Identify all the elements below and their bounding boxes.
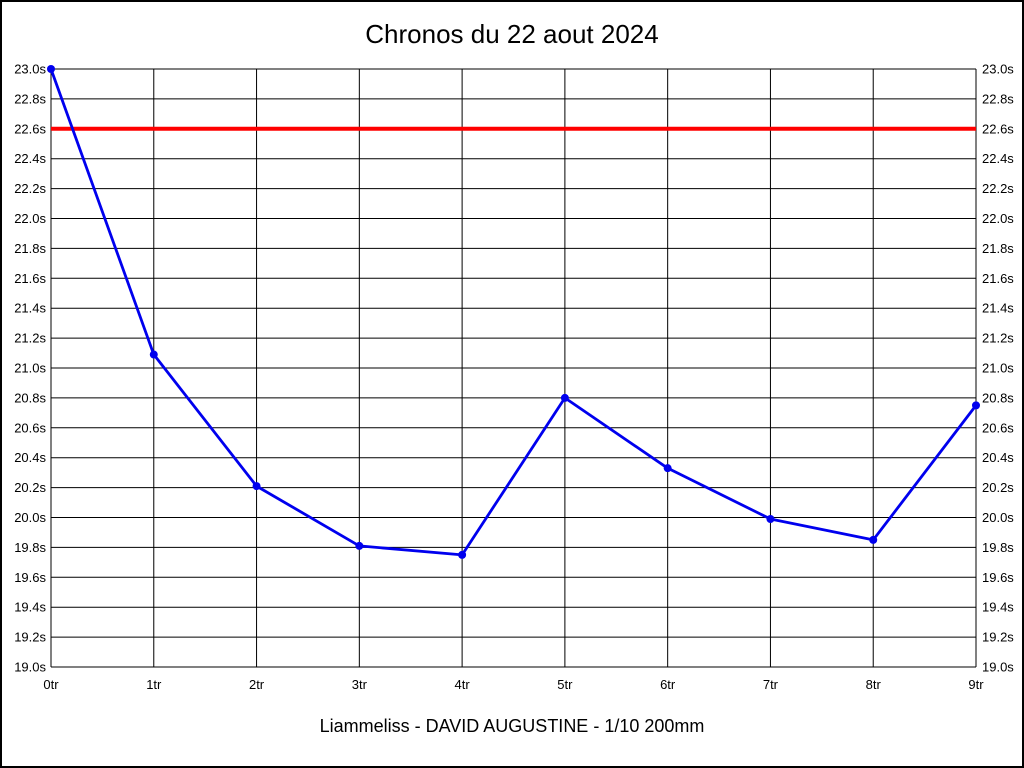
data-point	[869, 535, 878, 544]
y-axis-tick-label-right: 22.2s	[982, 181, 1014, 196]
y-axis-tick-label-left: 23.0s	[14, 62, 46, 77]
y-axis-tick-label-left: 21.6s	[14, 271, 46, 286]
y-axis-tick-label-right: 21.2s	[982, 331, 1014, 346]
chart-title: Chronos du 22 aout 2024	[365, 19, 659, 49]
y-axis-tick-label-right: 19.8s	[982, 540, 1014, 555]
x-axis-tick-label: 1tr	[146, 677, 162, 692]
y-axis-tick-label-right: 22.4s	[982, 151, 1014, 166]
data-point	[47, 65, 55, 73]
y-axis-tick-label-right: 21.4s	[982, 301, 1014, 316]
y-axis-tick-label-left: 22.2s	[14, 181, 46, 196]
data-point	[560, 393, 569, 402]
y-axis-tick-label-right: 20.4s	[982, 450, 1014, 465]
y-axis-tick-label-left: 22.0s	[14, 211, 46, 226]
y-axis-tick-label-right: 20.6s	[982, 420, 1014, 435]
data-point	[766, 514, 775, 523]
x-axis-tick-label: 3tr	[352, 677, 368, 692]
y-axis-tick-label-left: 20.2s	[14, 480, 46, 495]
x-axis-tick-label: 9tr	[968, 677, 984, 692]
y-axis-tick-label-right: 19.6s	[982, 570, 1014, 585]
data-point	[355, 541, 364, 550]
y-axis-tick-label-left: 19.6s	[14, 570, 46, 585]
y-axis-tick-label-right: 21.0s	[982, 361, 1014, 376]
y-axis-tick-label-right: 20.0s	[982, 510, 1014, 525]
x-axis-tick-label: 2tr	[249, 677, 265, 692]
y-axis-tick-label-left: 19.4s	[14, 600, 46, 615]
y-axis-tick-label-left: 22.8s	[14, 91, 46, 106]
x-axis-tick-label: 4tr	[455, 677, 471, 692]
y-axis-tick-label-right: 19.0s	[982, 660, 1014, 675]
data-point	[972, 401, 980, 410]
y-axis-tick-label-right: 19.2s	[982, 630, 1014, 645]
y-axis-tick-label-left: 20.4s	[14, 450, 46, 465]
y-axis-tick-label-left: 19.0s	[14, 660, 46, 675]
y-axis-tick-label-left: 19.2s	[14, 630, 46, 645]
y-axis-tick-label-left: 20.8s	[14, 390, 46, 405]
x-axis-tick-label: 5tr	[557, 677, 573, 692]
y-axis-tick-label-right: 19.4s	[982, 600, 1014, 615]
y-axis-tick-label-left: 22.6s	[14, 121, 46, 136]
x-axis-tick-label: 0tr	[43, 677, 59, 692]
x-axis-tick-label: 7tr	[763, 677, 779, 692]
y-axis-tick-label-left: 21.0s	[14, 361, 46, 376]
y-axis-tick-label-right: 20.8s	[982, 390, 1014, 405]
y-axis-tick-label-left: 21.8s	[14, 241, 46, 256]
y-axis-tick-label-right: 20.2s	[982, 480, 1014, 495]
data-point	[458, 550, 467, 559]
y-axis-tick-label-left: 21.4s	[14, 301, 46, 316]
y-axis-tick-label-right: 23.0s	[982, 62, 1014, 77]
data-point	[149, 350, 158, 359]
x-axis-tick-label: 6tr	[660, 677, 676, 692]
y-axis-tick-label-left: 20.0s	[14, 510, 46, 525]
chart-caption: Liammeliss - DAVID AUGUSTINE - 1/10 200m…	[319, 716, 705, 736]
y-axis-tick-label-right: 21.6s	[982, 271, 1014, 286]
y-axis-tick-label-left: 21.2s	[14, 331, 46, 346]
y-axis-tick-label-right: 22.6s	[982, 121, 1014, 136]
data-point	[252, 482, 261, 491]
y-axis-tick-label-left: 20.6s	[14, 420, 46, 435]
y-axis-tick-label-left: 19.8s	[14, 540, 46, 555]
y-axis-tick-label-left: 22.4s	[14, 151, 46, 166]
x-axis-tick-label: 8tr	[866, 677, 882, 692]
y-axis-tick-label-right: 21.8s	[982, 241, 1014, 256]
data-point	[663, 464, 672, 473]
y-axis-tick-label-right: 22.0s	[982, 211, 1014, 226]
y-axis-tick-label-right: 22.8s	[982, 91, 1014, 106]
data-line	[49, 67, 978, 557]
